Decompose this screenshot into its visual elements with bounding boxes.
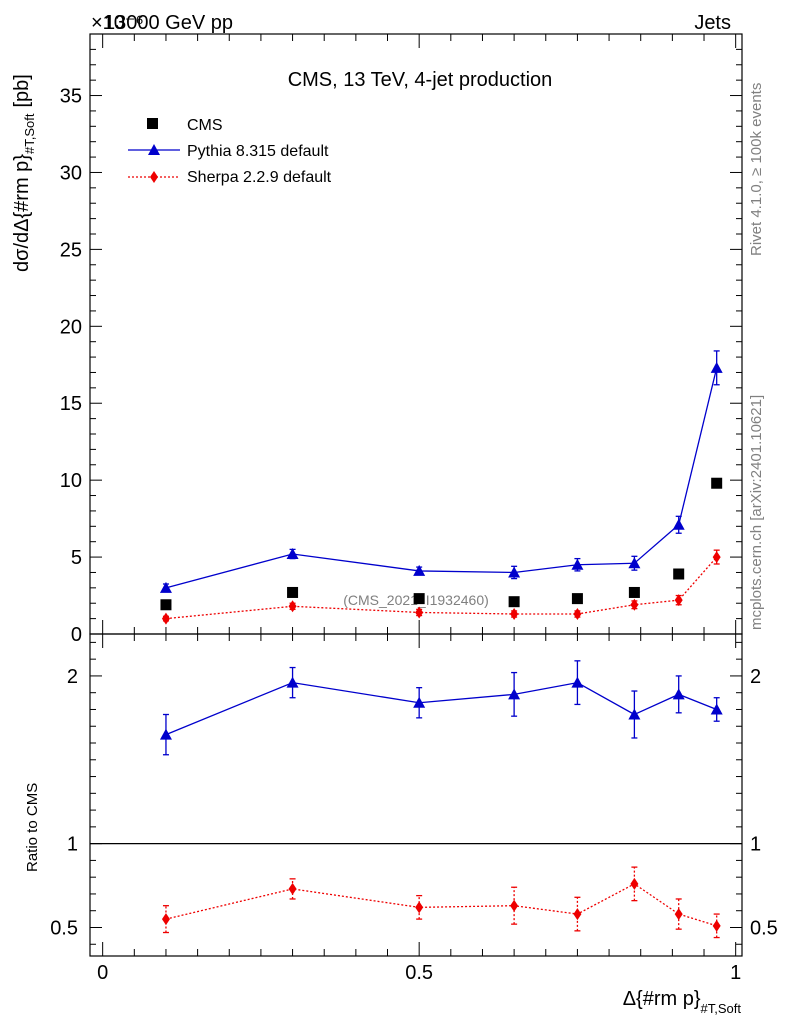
main-pythia-point xyxy=(286,548,299,559)
ratio-plot-frame xyxy=(89,633,743,957)
main-pythia-point xyxy=(508,566,521,578)
ratio-sherpa-point xyxy=(161,913,170,926)
main-y-tick-label: 0 xyxy=(71,624,82,646)
ratio-pythia-point xyxy=(159,728,172,740)
mcplots-label: mcplots.cern.ch [arXiv:2401.10621] xyxy=(748,395,765,630)
ratio-y-tick-label-right: 1 xyxy=(750,834,761,856)
ratio-y-tick-label: 2 xyxy=(67,666,78,688)
ratio-pythia-point xyxy=(628,708,641,720)
main-pythia-point xyxy=(710,361,723,373)
main-y-tick-label: 30 xyxy=(60,162,82,184)
exponent-label: ×10⁻⁶ xyxy=(91,12,144,34)
main-sherpa-line xyxy=(165,556,718,620)
main-cms-point xyxy=(413,593,425,605)
ratio-pythia-point xyxy=(413,696,426,708)
beam-energy-label: 13000 GeV pp xyxy=(104,12,233,34)
chart-title: CMS, 13 TeV, 4-jet production xyxy=(288,69,553,91)
ratio-y-tick-label: 1 xyxy=(67,834,78,856)
main-axis-ticks: 0 5 10 15 20 25 30 35 xyxy=(60,33,742,646)
main-sherpa-point xyxy=(415,606,424,619)
ratio-y-tick-label-right: 2 xyxy=(750,666,761,688)
main-sherpa-point xyxy=(161,612,170,625)
main-y-tick-label: 15 xyxy=(60,393,82,415)
process-label: Jets xyxy=(694,12,731,34)
main-sherpa-point xyxy=(510,608,519,620)
main-sherpa-point xyxy=(288,600,297,613)
main-y-tick-label: 25 xyxy=(60,239,82,261)
main-sherpa-point xyxy=(712,551,721,564)
ratio-series-layer xyxy=(159,660,723,939)
ratio-pythia-point xyxy=(710,703,723,715)
ratio-sherpa-point xyxy=(288,882,297,895)
ratio-pythia-point xyxy=(508,688,521,700)
main-pythia-point xyxy=(571,558,584,570)
ratio-sherpa-point xyxy=(573,908,582,921)
ratio-pythia-point xyxy=(286,676,299,688)
main-pythia-point xyxy=(159,581,172,593)
main-cms-point xyxy=(287,586,299,598)
main-sherpa-point xyxy=(674,594,683,607)
main-pythia-point xyxy=(413,564,426,576)
x-tick-label: 0 xyxy=(97,962,108,984)
ratio-pythia-point xyxy=(672,688,685,700)
ratio-pythia-line xyxy=(165,681,717,736)
main-pythia-line xyxy=(165,367,718,589)
ratio-sherpa-point xyxy=(674,908,683,921)
main-sherpa-point xyxy=(573,608,582,620)
ratio-y-tick-label-right: 0.5 xyxy=(750,917,778,939)
ratio-sherpa-point xyxy=(630,877,639,890)
main-cms-point xyxy=(160,599,172,611)
main-cms-point xyxy=(571,593,583,605)
main-y-tick-label: 20 xyxy=(60,316,82,338)
ratio-sherpa-line xyxy=(165,883,717,927)
ratio-pythia-point xyxy=(571,676,584,688)
main-y-tick-label: 5 xyxy=(71,547,82,569)
legend-label-sherpa: Sherpa 2.2.9 default xyxy=(187,169,332,186)
ratio-sherpa-point xyxy=(712,919,721,932)
main-cms-point xyxy=(711,477,723,489)
legend-label-pythia: Pythia 8.315 default xyxy=(187,143,329,160)
x-tick-label: 0.5 xyxy=(405,962,433,984)
main-series-layer xyxy=(159,350,723,625)
legend-marker-sherpa xyxy=(150,171,158,183)
main-cms-point xyxy=(673,568,685,580)
main-cms-point xyxy=(628,586,640,598)
main-y-tick-label: 35 xyxy=(60,86,82,108)
legend: CMS Pythia 8.315 default Sherpa 2.2.9 de… xyxy=(128,117,332,186)
ratio-y-tick-label: 0.5 xyxy=(50,917,78,939)
legend-label-cms: CMS xyxy=(187,117,223,134)
legend-marker-cms xyxy=(147,118,158,129)
x-tick-label: 1 xyxy=(730,962,741,984)
main-pythia-point xyxy=(628,557,641,569)
main-sherpa-point xyxy=(630,598,639,611)
ratio-sherpa-point xyxy=(415,901,424,914)
main-y-tick-label: 10 xyxy=(60,470,82,492)
ratio-y-axis-label: Ratio to CMS xyxy=(24,783,41,872)
main-pythia-point xyxy=(672,518,685,530)
legend-marker-pythia xyxy=(148,144,160,155)
ratio-sherpa-point xyxy=(510,899,519,912)
rivet-version-label: Rivet 4.1.0, ≥ 100k events xyxy=(748,83,765,256)
main-y-axis-label: dσ/dΔ{#rm p}#T,Soft[pb] xyxy=(11,74,37,272)
x-axis-label: Δ{#rm p}#T,Soft xyxy=(623,988,742,1016)
ratio-axis-ticks: 0.5 0.5 1 1 2 2 0 0.5 1 xyxy=(50,634,778,984)
main-cms-point xyxy=(508,596,520,608)
